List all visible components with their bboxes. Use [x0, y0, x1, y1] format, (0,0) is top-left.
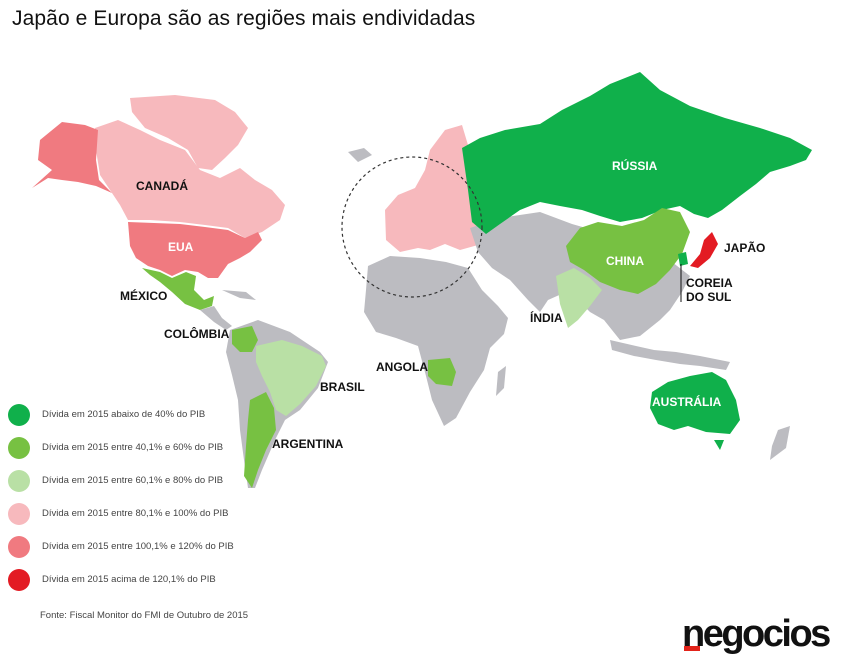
europe-highlight-circle [341, 156, 483, 298]
source-note: Fonte: Fiscal Monitor do FMI de Outubro … [40, 610, 249, 621]
legend-label: Dívida em 2015 entre 100,1% e 120% do PI… [42, 541, 234, 552]
label-eua: EUA [168, 240, 194, 254]
tasmania-region [714, 440, 724, 450]
legend-swatch [8, 470, 30, 492]
africa-region [364, 256, 508, 426]
south-korea-region [678, 252, 688, 266]
china-region [566, 208, 690, 294]
legend-label: Dívida em 2015 entre 80,1% e 100% do PIB [42, 508, 229, 519]
legend-swatch [8, 503, 30, 525]
greenland-region [130, 95, 248, 170]
usa-region [128, 222, 262, 278]
angola-region [428, 358, 456, 386]
label-china: CHINA [606, 254, 644, 268]
australia-region [650, 372, 740, 434]
label-korea-line1: COREIA [686, 276, 733, 290]
label-russia: RÚSSIA [612, 158, 658, 173]
legend-swatch [8, 536, 30, 558]
logo-accent-bar [684, 646, 700, 651]
legend-label: Dívida em 2015 abaixo de 40% do PIB [42, 409, 206, 420]
japan-region [690, 232, 718, 268]
canada-region [95, 120, 285, 238]
label-japan: JAPÃO [724, 240, 765, 255]
legend-swatch [8, 404, 30, 426]
europe-region [385, 125, 486, 252]
brasil-region [256, 340, 326, 416]
russia-region [462, 72, 812, 234]
label-korea-line2: DO SUL [686, 290, 731, 304]
legend-label: Dívida em 2015 acima de 120,1% do PIB [42, 574, 216, 585]
label-mexico: MÉXICO [120, 288, 167, 303]
colombia-region [232, 326, 258, 352]
label-australia: AUSTRÁLIA [652, 394, 722, 409]
argentina-region [244, 392, 276, 488]
label-colombia: COLÔMBIA [164, 326, 230, 341]
legend-label: Dívida em 2015 entre 40,1% e 60% do PIB [42, 442, 224, 453]
label-canada: CANADÁ [136, 178, 188, 193]
label-angola: ANGOLA [376, 360, 428, 374]
legend-swatch [8, 437, 30, 459]
map-title: Japão e Europa são as regiões mais endiv… [12, 7, 476, 30]
label-brasil: BRASIL [320, 380, 365, 394]
alaska-region [32, 122, 112, 193]
iceland-region [348, 148, 372, 162]
madagascar-region [496, 366, 506, 396]
mexico-region [142, 268, 214, 310]
new-zealand-region [770, 426, 790, 460]
label-argentina: ARGENTINA [272, 437, 344, 451]
legend-swatch [8, 569, 30, 591]
negocios-logo: negocios [682, 613, 831, 655]
indonesia-region [610, 340, 730, 370]
label-india: ÍNDIA [530, 310, 563, 325]
india-region [556, 268, 602, 328]
central-america-region [200, 290, 256, 330]
legend-label: Dívida em 2015 entre 60,1% e 80% do PIB [42, 475, 224, 486]
